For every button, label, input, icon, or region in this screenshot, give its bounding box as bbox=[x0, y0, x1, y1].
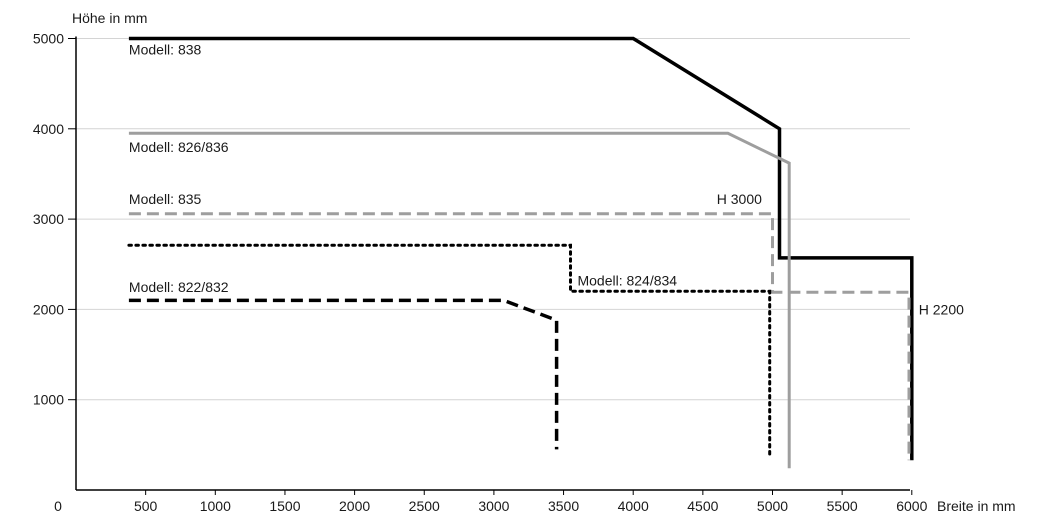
y-tick-label: 1000 bbox=[33, 392, 64, 408]
series-line-4 bbox=[127, 243, 772, 458]
x-tick-label: 4500 bbox=[687, 498, 718, 513]
x-tick-label: 500 bbox=[134, 498, 158, 513]
x-tick-label: 5500 bbox=[827, 498, 858, 513]
annotation-label: H 2200 bbox=[919, 301, 964, 317]
y-tick-label: 3000 bbox=[33, 211, 64, 227]
annotation-label: Modell: 835 bbox=[129, 191, 202, 207]
x-tick-label: 2000 bbox=[339, 498, 370, 513]
x-tick-label: 1500 bbox=[269, 498, 300, 513]
x-axis-title: Breite in mm bbox=[937, 498, 1016, 513]
annotation-label: Modell: 824/834 bbox=[577, 273, 677, 289]
y-tick-label: 2000 bbox=[33, 301, 64, 317]
x-origin-label: 0 bbox=[54, 498, 62, 513]
x-tick-label: 3000 bbox=[478, 498, 509, 513]
y-axis-title: Höhe in mm bbox=[72, 10, 147, 26]
x-tick-label: 3500 bbox=[548, 498, 579, 513]
annotation-label: Modell: 838 bbox=[129, 41, 202, 57]
x-tick-label: 1000 bbox=[200, 498, 231, 513]
series-line-2 bbox=[128, 131, 791, 469]
tick-marks: 500 1000 1500 2000 2500 3000 3500 4000 4500 5000 5… bbox=[33, 31, 928, 513]
axes bbox=[75, 36, 910, 491]
x-tick-label: 4000 bbox=[618, 498, 649, 513]
series-lines bbox=[127, 36, 914, 469]
annotation-label: Modell: 822/832 bbox=[129, 279, 229, 295]
series-line-5 bbox=[128, 298, 559, 450]
x-tick-label: 2500 bbox=[409, 498, 440, 513]
series-annotations: Modell: 838 Modell: 826/836 Modell: 835 Mod… bbox=[129, 41, 964, 317]
grid-lines bbox=[76, 38, 910, 401]
series-line-3 bbox=[128, 212, 911, 461]
annotation-label: Modell: 826/836 bbox=[129, 139, 229, 155]
annotation-label: H 3000 bbox=[717, 191, 762, 207]
series-line-1 bbox=[128, 36, 914, 461]
y-tick-label: 4000 bbox=[33, 121, 64, 137]
x-tick-label: 6000 bbox=[896, 498, 927, 513]
x-tick-label: 5000 bbox=[757, 498, 788, 513]
y-tick-label: 5000 bbox=[33, 31, 64, 47]
